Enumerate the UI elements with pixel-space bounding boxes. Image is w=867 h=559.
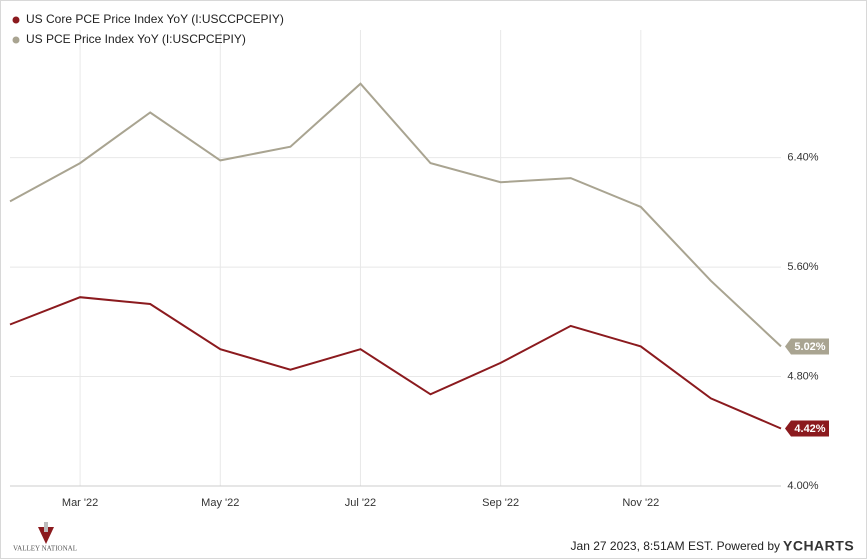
- end-label: 5.02%: [794, 341, 825, 353]
- legend-marker: [12, 36, 20, 44]
- y-tick-label: 4.00%: [787, 480, 818, 492]
- end-label-box: [785, 338, 829, 355]
- end-label-box: [785, 420, 829, 437]
- x-tick-label: May '22: [201, 497, 239, 509]
- legend-marker: [12, 16, 20, 24]
- y-tick-label: 4.80%: [787, 370, 818, 382]
- y-tick-label: 5.60%: [787, 261, 818, 273]
- series-line: [9, 82, 782, 348]
- x-tick-label: Nov '22: [622, 497, 659, 509]
- x-tick-label: Sep '22: [482, 497, 519, 509]
- series-line: [9, 296, 782, 430]
- logo-text: VALLEY NATIONAL: [13, 545, 77, 553]
- legend-label: US PCE Price Index YoY (I:USCPCEPIY): [26, 32, 246, 46]
- x-tick-label: Mar '22: [62, 497, 98, 509]
- logo: VALLEY NATIONAL: [13, 522, 77, 553]
- footer-timestamp: Jan 27 2023, 8:51AM EST. Powered by: [571, 539, 780, 553]
- x-tick-label: Jul '22: [345, 497, 376, 509]
- y-tick-label: 6.40%: [787, 152, 818, 164]
- legend-label: US Core PCE Price Index YoY (I:USCCPCEPI…: [26, 12, 284, 26]
- footer-brand: YCHARTS: [783, 538, 854, 554]
- end-label: 4.42%: [794, 423, 825, 435]
